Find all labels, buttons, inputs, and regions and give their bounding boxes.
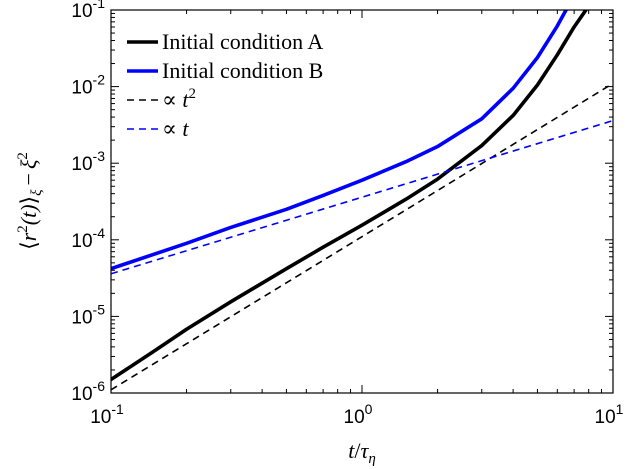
series-line-2 [111,10,568,271]
series-line-4 [111,119,613,275]
y-tick-label: 10-1 [71,0,105,22]
y-tick-label: 10-3 [71,148,105,175]
legend-label-1: Initial condition A [162,29,323,54]
x-axis-label: t/τη [348,438,376,467]
series-line-1 [111,10,588,382]
legend-label-3: ∝ t2 [162,86,196,112]
ticks-layer: 10-1 100 101 10-6 10-5 10-4 10-3 10-2 10-1 [71,0,623,428]
series-layer [111,10,613,391]
x-tick-label: 10-1 [90,401,124,428]
y-tick-label: 10-4 [71,225,105,252]
x-tick-label: 101 [595,401,624,428]
y-tick-label: 10-5 [71,301,105,328]
legend: Initial condition A Initial condition B ∝ … [127,29,323,141]
series-line-3 [111,82,613,391]
y-axis-label: ⟨r2(t)⟩ξ−ξ2 [15,152,45,250]
legend-label-2: Initial condition B [162,58,323,83]
x-tick-label: 100 [344,401,373,428]
y-tick-label: 10-6 [71,378,105,405]
y-tick-label: 10-2 [71,72,105,99]
legend-label-4: ∝ t [162,116,189,141]
